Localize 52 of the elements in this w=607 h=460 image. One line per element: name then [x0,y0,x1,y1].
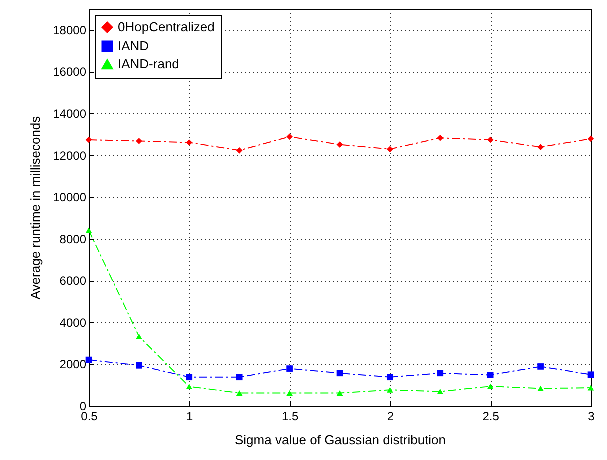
point [588,136,594,142]
point [387,387,394,393]
point [236,390,243,396]
point [437,370,444,377]
point [588,385,594,391]
point [487,372,494,378]
legend-label: 0HopCentralized [118,20,215,34]
point [136,138,142,144]
point [336,142,344,148]
point [286,134,293,140]
x-axis-title: Sigma value of Gaussian distribution [234,432,446,448]
point [86,228,92,234]
y-tick-label: 14000 [53,106,87,121]
y-tick-label: 18000 [53,23,87,38]
x-tick-label: 2 [387,410,394,424]
point [538,144,544,150]
point [437,134,444,142]
point [487,136,494,144]
point [86,356,92,364]
x-tick-label: 2.5 [482,410,500,424]
point [538,364,544,370]
point [387,146,394,153]
point [186,374,193,381]
point [136,334,142,340]
point [336,390,344,396]
point [538,386,544,392]
y-tick-label: 4000 [60,316,87,330]
y-tick-label: 12000 [53,148,87,163]
y-axis-title: Average runtime in milliseconds [28,116,44,300]
y-tick-label: 16000 [53,65,87,80]
point [387,374,394,381]
point [336,370,344,377]
x-tick-label: 1 [186,410,194,424]
y-tick-label: 6000 [60,274,87,288]
point [487,384,494,390]
point [186,140,193,146]
point [86,136,92,144]
x-tick-label: 1.5 [282,410,299,424]
point [236,148,243,154]
point [286,366,293,372]
y-tick-label: 10000 [53,190,87,205]
legend-label: IAND [118,38,150,54]
x-tick-label: 3 [588,410,596,424]
point [588,372,594,378]
y-tick-label: 8000 [60,232,87,246]
point [136,362,142,369]
point [437,389,444,395]
point [236,374,243,381]
point [286,390,293,396]
y-tick-label: 2000 [60,358,87,372]
legend-label: IAND-rand [118,56,180,72]
point [186,384,193,390]
